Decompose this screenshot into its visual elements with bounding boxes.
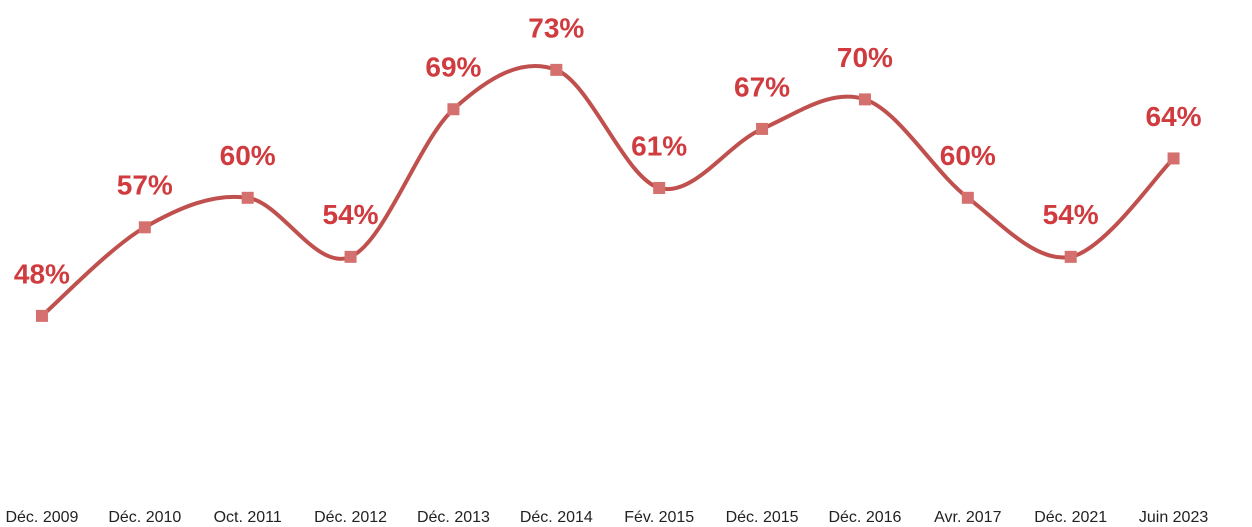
marker <box>961 191 974 204</box>
marker <box>550 63 563 76</box>
x-tick-label: Déc. 2009 <box>5 509 78 526</box>
x-tick-label: Déc. 2010 <box>108 509 181 526</box>
value-label: 57% <box>117 170 173 201</box>
value-label: 73% <box>528 12 584 43</box>
value-label: 60% <box>940 140 996 171</box>
value-label: 48% <box>14 258 70 289</box>
marker <box>447 103 460 116</box>
marker <box>756 122 769 135</box>
data-line <box>40 64 1175 318</box>
value-label: 60% <box>220 140 276 171</box>
x-tick-label: Déc. 2016 <box>828 509 901 526</box>
value-label: 61% <box>631 130 687 161</box>
value-label: 54% <box>1043 199 1099 230</box>
marker <box>138 221 151 234</box>
marker <box>1167 152 1180 165</box>
x-tick-label: Déc. 2014 <box>520 509 593 526</box>
x-tick-label: Déc. 2015 <box>726 509 799 526</box>
x-tick-label: Déc. 2013 <box>417 509 490 526</box>
value-label: 64% <box>1146 101 1202 132</box>
marker <box>344 250 357 263</box>
x-tick-label: Fév. 2015 <box>624 509 694 526</box>
x-tick-label: Déc. 2012 <box>314 509 387 526</box>
marker <box>1064 250 1077 263</box>
x-tick-label: Avr. 2017 <box>934 509 1001 526</box>
marker <box>858 93 871 106</box>
x-tick-label: Déc. 2021 <box>1034 509 1107 526</box>
marker <box>653 181 666 194</box>
marker <box>35 309 48 322</box>
x-tick-label: Oct. 2011 <box>214 509 282 526</box>
value-label: 69% <box>425 52 481 83</box>
marker <box>241 191 254 204</box>
value-label: 70% <box>837 42 893 73</box>
value-label: 54% <box>323 199 379 230</box>
x-tick-label: Juin 2023 <box>1139 509 1208 526</box>
value-label: 67% <box>734 71 790 102</box>
